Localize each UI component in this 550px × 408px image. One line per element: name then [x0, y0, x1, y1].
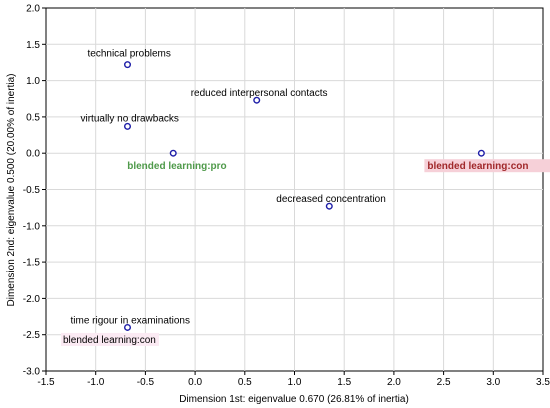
- x-axis-title: Dimension 1st: eigenvalue 0.670 (26.81% …: [179, 394, 409, 405]
- x-tick-label: 3.0: [486, 377, 500, 388]
- point-label: virtually no drawbacks: [81, 113, 179, 124]
- y-tick-label: -3.0: [23, 367, 41, 378]
- data-point-marker: [325, 202, 333, 210]
- point-label: blended learning:pro: [127, 161, 226, 172]
- y-axis-ticks: 2.0 1.5 1.0 0.5 0.0 -0.5 -1.0 -1.5 -2.0 -2.5 -3.0: [23, 4, 46, 378]
- data-point-marker: [477, 149, 485, 157]
- y-axis-title: Dimension 2nd: eigenvalue 0.500 (20.00% …: [6, 74, 17, 307]
- y-tick-label: 2.0: [26, 4, 40, 15]
- grid-lines: [46, 8, 543, 371]
- ghost-label-bg: [60, 332, 159, 346]
- y-tick-label: -1.5: [23, 258, 41, 269]
- y-tick-label: 0.0: [26, 149, 40, 160]
- y-tick-label: 1.0: [26, 76, 40, 87]
- point-label: technical problems: [88, 49, 171, 60]
- x-tick-label: 1.0: [288, 377, 302, 388]
- x-tick-label: 0.0: [188, 377, 202, 388]
- data-point-marker: [124, 323, 132, 331]
- y-tick-label: -0.5: [23, 185, 41, 196]
- x-tick-label: -1.0: [87, 377, 105, 388]
- x-axis-ticks: -1.5 -1.0 -0.5 0.0 0.5 1.0 1.5 2.0 2.5 3.0 3.5: [37, 371, 550, 388]
- point-label: decreased concentration: [276, 194, 386, 205]
- y-tick-label: 0.5: [26, 112, 40, 123]
- x-tick-label: 1.5: [337, 377, 351, 388]
- y-tick-label: 1.5: [26, 40, 40, 51]
- y-tick-label: -2.5: [23, 330, 41, 341]
- label-overlays: blended learning:con: [60, 332, 159, 346]
- y-tick-label: -2.0: [23, 294, 41, 305]
- category-label-highlight: [424, 159, 550, 173]
- x-tick-label: 0.5: [238, 377, 252, 388]
- x-tick-label: 2.0: [387, 377, 401, 388]
- ghost-label: blended learning:con: [63, 335, 156, 346]
- x-tick-label: 2.5: [437, 377, 451, 388]
- x-tick-label: -0.5: [137, 377, 155, 388]
- x-tick-label: 3.5: [536, 377, 550, 388]
- data-point-marker: [124, 61, 132, 69]
- point-label: time rigour in examinations: [71, 315, 190, 326]
- data-point-marker: [253, 96, 261, 104]
- x-tick-label: -1.5: [37, 377, 55, 388]
- point-label: reduced interpersonal contacts: [191, 88, 328, 99]
- data-point-marker: [169, 149, 177, 157]
- data-point-marker: [124, 122, 132, 130]
- data-points: technical problems reduced interpersonal …: [71, 49, 550, 331]
- y-tick-label: -1.0: [23, 221, 41, 232]
- point-label: blended learning:con: [427, 161, 528, 172]
